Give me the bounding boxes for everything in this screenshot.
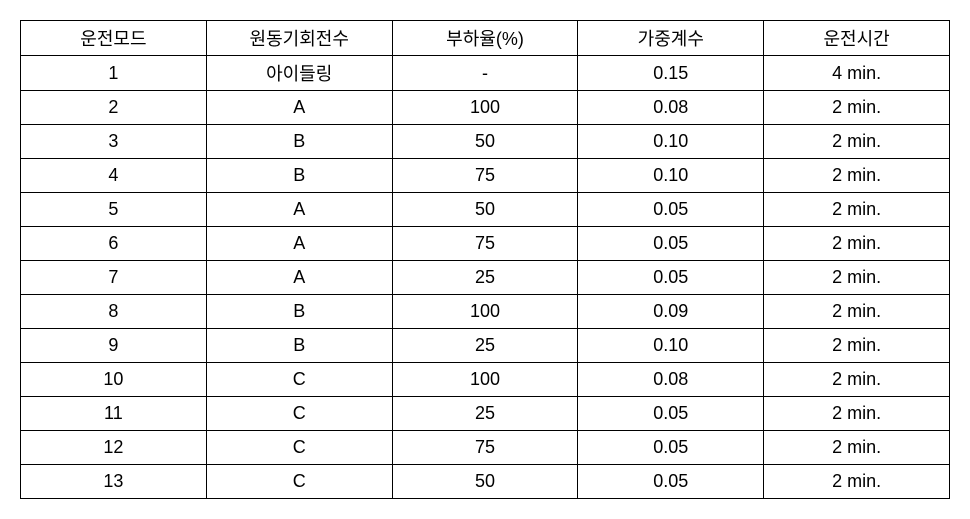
cell-time: 2 min.	[764, 397, 950, 431]
table-row: 12 C 75 0.05 2 min.	[21, 431, 950, 465]
cell-rpm: B	[206, 159, 392, 193]
table-row: 13 C 50 0.05 2 min.	[21, 465, 950, 499]
cell-mode: 6	[21, 227, 207, 261]
table-row: 8 B 100 0.09 2 min.	[21, 295, 950, 329]
cell-time: 4 min.	[764, 56, 950, 91]
cell-time: 2 min.	[764, 125, 950, 159]
cell-mode: 2	[21, 91, 207, 125]
cell-weight: 0.05	[578, 431, 764, 465]
cell-mode: 12	[21, 431, 207, 465]
cell-load: 100	[392, 91, 578, 125]
table-head: 운전모드 원동기회전수 부하율(%) 가중계수 운전시간	[21, 21, 950, 56]
cell-mode: 11	[21, 397, 207, 431]
table-body: 1 아이들링 - 0.15 4 min. 2 A 100 0.08 2 min.…	[21, 56, 950, 499]
col-header-rpm: 원동기회전수	[206, 21, 392, 56]
cell-mode: 1	[21, 56, 207, 91]
cell-mode: 4	[21, 159, 207, 193]
cell-rpm: C	[206, 363, 392, 397]
cell-time: 2 min.	[764, 91, 950, 125]
cell-load: 50	[392, 465, 578, 499]
cell-time: 2 min.	[764, 295, 950, 329]
cell-time: 2 min.	[764, 329, 950, 363]
table-row: 6 A 75 0.05 2 min.	[21, 227, 950, 261]
col-header-mode: 운전모드	[21, 21, 207, 56]
cell-mode: 8	[21, 295, 207, 329]
cell-weight: 0.05	[578, 465, 764, 499]
cell-load: 50	[392, 125, 578, 159]
cell-weight: 0.08	[578, 363, 764, 397]
cell-mode: 3	[21, 125, 207, 159]
table-row: 3 B 50 0.10 2 min.	[21, 125, 950, 159]
table-container: 운전모드 원동기회전수 부하율(%) 가중계수 운전시간 1 아이들링 - 0.…	[20, 20, 950, 499]
cell-rpm: A	[206, 261, 392, 295]
cell-weight: 0.05	[578, 193, 764, 227]
cell-load: -	[392, 56, 578, 91]
cell-time: 2 min.	[764, 465, 950, 499]
cell-weight: 0.15	[578, 56, 764, 91]
table-row: 10 C 100 0.08 2 min.	[21, 363, 950, 397]
cell-weight: 0.05	[578, 227, 764, 261]
cell-weight: 0.09	[578, 295, 764, 329]
cell-weight: 0.05	[578, 397, 764, 431]
col-header-load: 부하율(%)	[392, 21, 578, 56]
cell-weight: 0.05	[578, 261, 764, 295]
cell-rpm: B	[206, 295, 392, 329]
cell-mode: 5	[21, 193, 207, 227]
cell-rpm: C	[206, 397, 392, 431]
cell-rpm: A	[206, 193, 392, 227]
cell-mode: 10	[21, 363, 207, 397]
cell-load: 75	[392, 227, 578, 261]
cell-load: 75	[392, 159, 578, 193]
table-row: 11 C 25 0.05 2 min.	[21, 397, 950, 431]
cell-rpm: A	[206, 91, 392, 125]
cell-rpm: B	[206, 329, 392, 363]
header-row: 운전모드 원동기회전수 부하율(%) 가중계수 운전시간	[21, 21, 950, 56]
cell-load: 100	[392, 295, 578, 329]
col-header-time: 운전시간	[764, 21, 950, 56]
col-header-weight: 가중계수	[578, 21, 764, 56]
cell-weight: 0.10	[578, 125, 764, 159]
table-row: 2 A 100 0.08 2 min.	[21, 91, 950, 125]
data-table: 운전모드 원동기회전수 부하율(%) 가중계수 운전시간 1 아이들링 - 0.…	[20, 20, 950, 499]
cell-time: 2 min.	[764, 193, 950, 227]
cell-time: 2 min.	[764, 261, 950, 295]
table-row: 7 A 25 0.05 2 min.	[21, 261, 950, 295]
cell-load: 75	[392, 431, 578, 465]
cell-weight: 0.10	[578, 329, 764, 363]
cell-mode: 13	[21, 465, 207, 499]
cell-load: 100	[392, 363, 578, 397]
cell-load: 25	[392, 329, 578, 363]
cell-time: 2 min.	[764, 159, 950, 193]
cell-mode: 7	[21, 261, 207, 295]
cell-load: 25	[392, 261, 578, 295]
cell-time: 2 min.	[764, 227, 950, 261]
cell-mode: 9	[21, 329, 207, 363]
cell-weight: 0.08	[578, 91, 764, 125]
cell-load: 50	[392, 193, 578, 227]
cell-rpm: A	[206, 227, 392, 261]
cell-rpm: C	[206, 465, 392, 499]
cell-rpm: C	[206, 431, 392, 465]
table-row: 9 B 25 0.10 2 min.	[21, 329, 950, 363]
table-row: 4 B 75 0.10 2 min.	[21, 159, 950, 193]
cell-rpm: B	[206, 125, 392, 159]
cell-load: 25	[392, 397, 578, 431]
table-row: 5 A 50 0.05 2 min.	[21, 193, 950, 227]
cell-weight: 0.10	[578, 159, 764, 193]
cell-time: 2 min.	[764, 431, 950, 465]
table-row: 1 아이들링 - 0.15 4 min.	[21, 56, 950, 91]
cell-time: 2 min.	[764, 363, 950, 397]
cell-rpm: 아이들링	[206, 56, 392, 91]
